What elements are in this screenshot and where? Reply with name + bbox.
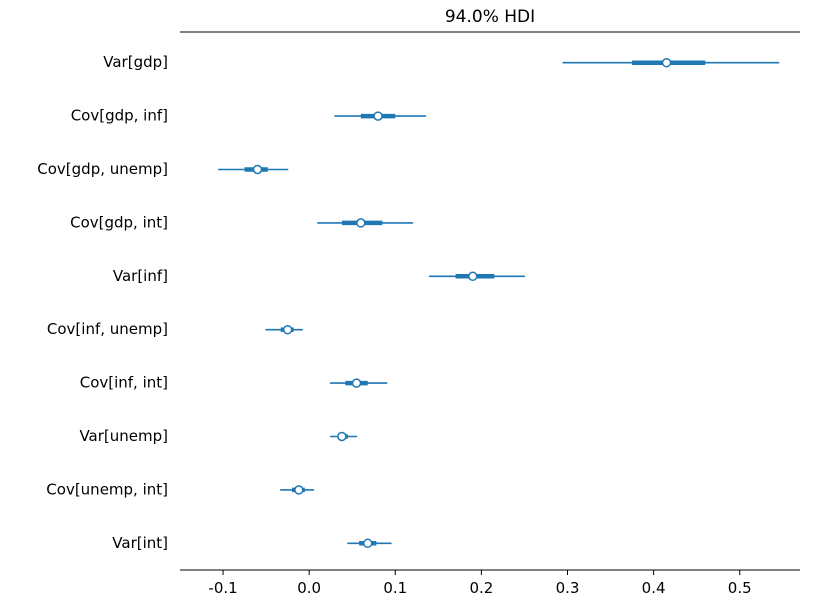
xtick-label: 0.1	[383, 579, 407, 597]
point-marker	[295, 486, 303, 494]
xtick-label: 0.5	[728, 579, 752, 597]
ytick-label: Var[gdp]	[103, 53, 168, 71]
xtick-label: 0.3	[556, 579, 580, 597]
ytick-label: Cov[gdp, inf]	[71, 107, 168, 125]
ytick-label: Var[inf]	[113, 267, 168, 285]
chart-title: 94.0% HDI	[445, 7, 535, 27]
point-marker	[374, 112, 382, 120]
point-marker	[469, 272, 477, 280]
point-marker	[663, 59, 671, 67]
ytick-label: Cov[inf, unemp]	[47, 320, 168, 338]
point-marker	[284, 326, 292, 334]
xtick-label: 0.2	[469, 579, 493, 597]
xtick-label: 0.4	[642, 579, 666, 597]
point-marker	[338, 433, 346, 441]
ytick-label: Cov[unemp, int]	[46, 480, 168, 498]
ytick-label: Cov[inf, int]	[80, 374, 168, 392]
point-marker	[357, 219, 365, 227]
ytick-label: Cov[gdp, unemp]	[37, 160, 168, 178]
xtick-label: 0.0	[297, 579, 321, 597]
forest-plot: 94.0% HDI Var[gdp] Cov[gdp, inf] Cov[gdp, u…	[0, 0, 819, 612]
point-marker	[254, 166, 262, 174]
forest-plot-svg: 94.0% HDI Var[gdp] Cov[gdp, inf] Cov[gdp, u…	[0, 0, 819, 612]
ytick-label: Var[int]	[112, 534, 168, 552]
xtick-label: -0.1	[208, 579, 237, 597]
point-marker	[353, 379, 361, 387]
ytick-label: Var[unemp]	[79, 427, 168, 445]
ytick-label: Cov[gdp, int]	[70, 213, 168, 231]
point-marker	[364, 539, 372, 547]
